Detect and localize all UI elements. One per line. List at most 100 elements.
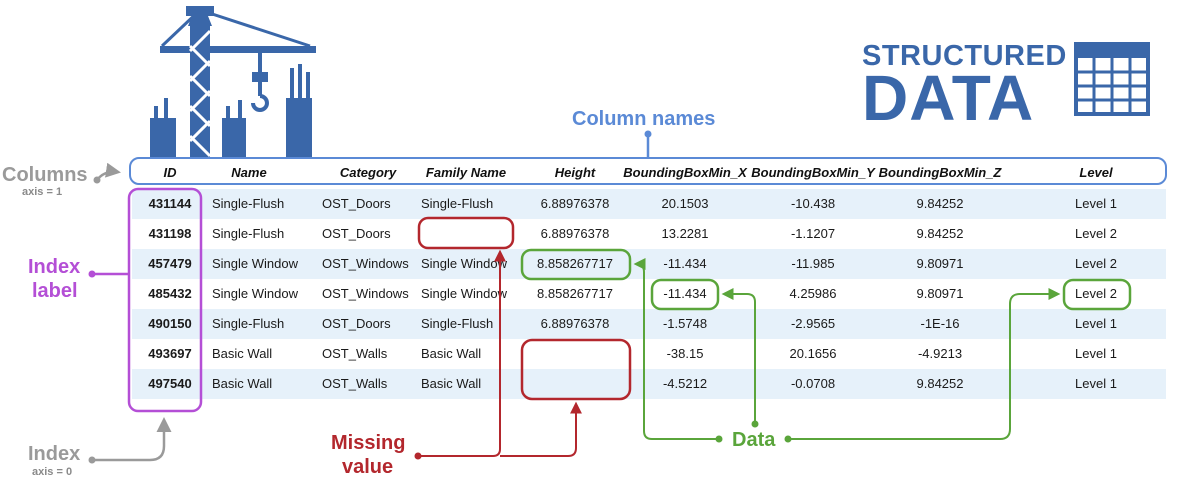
data-arrow-bbox-x — [721, 288, 756, 424]
table-row: 431144 Single-Flush OST_Doors Single-Flush 6… — [132, 189, 1166, 219]
cell-id: 490150 — [148, 316, 192, 331]
cell-level: Level 1 — [1075, 316, 1117, 331]
cell-bbox-min-z: -1E-16 — [920, 316, 960, 331]
column-header-id: ID — [163, 165, 177, 180]
column-header-family-name: Family Name — [425, 165, 507, 180]
index-label-line2: label — [32, 280, 78, 302]
column-header-bbox-min-z: BoundingBoxMin_Z — [878, 165, 1002, 180]
cell-level: Level 2 — [1075, 286, 1117, 301]
missing-height-outline — [520, 338, 632, 401]
cell-level: Level 2 — [1075, 256, 1117, 271]
data-bbox-x-outline — [650, 278, 720, 311]
cell-name: Basic Wall — [212, 346, 273, 361]
column-header-height: Height — [554, 165, 596, 180]
cell-name: Basic Wall — [212, 376, 273, 391]
cell-category: OST_Doors — [322, 316, 391, 331]
table-row: 431198 Single-Flush OST_Doors 6.88976378 13.… — [132, 219, 1166, 249]
cell-family-name: Basic Wall — [421, 346, 482, 361]
missing-arrow-family-name — [418, 249, 506, 457]
cell-bbox-min-x: -11.434 — [663, 256, 707, 271]
cell-bbox-min-z: 9.84252 — [916, 376, 964, 391]
cell-bbox-min-y: -2.9565 — [790, 316, 836, 331]
cell-family-name: Single-Flush — [421, 316, 494, 331]
index-column-outline — [127, 187, 203, 413]
cell-bbox-min-z: 9.84252 — [916, 196, 964, 211]
construction-crane-icon — [150, 6, 316, 158]
cell-height: 6.88976378 — [540, 226, 610, 241]
cell-height: 8.858267717 — [537, 256, 613, 271]
columns-axis-label: axis = 1 — [22, 186, 63, 198]
cell-id: 457479 — [148, 256, 192, 271]
column-header-outline — [129, 157, 1167, 185]
data-arrow-height — [633, 258, 719, 440]
cell-level: Level 2 — [1075, 226, 1117, 241]
index-label-line1: Index — [28, 256, 81, 278]
cell-height: 6.88976378 — [540, 196, 610, 211]
cell-bbox-min-z: 9.84252 — [916, 226, 964, 241]
missing-value-line2: value — [342, 456, 394, 478]
column-header-category: Category — [339, 165, 397, 180]
data-label: Data — [732, 429, 776, 451]
cell-id: 497540 — [148, 376, 192, 391]
cell-bbox-min-y: -1.1207 — [790, 226, 836, 241]
cell-bbox-min-y: -11.985 — [791, 256, 835, 271]
brand-title-top: STRUCTURED — [862, 40, 1067, 72]
cell-name: Single Window — [212, 256, 298, 271]
brand-title-bottom: DATA — [862, 62, 1035, 134]
column-names-label: Column names — [572, 108, 716, 130]
cell-id: 493697 — [148, 346, 192, 361]
cell-category: OST_Windows — [322, 286, 409, 301]
cell-bbox-min-y: -10.438 — [790, 196, 836, 211]
cell-bbox-min-z: 9.80971 — [916, 286, 964, 301]
table-row: 485432 Single Window OST_Windows Single Win… — [132, 279, 1166, 309]
columns-label: Columns — [2, 164, 88, 186]
cell-bbox-min-y: 20.1656 — [789, 346, 837, 361]
column-header-bbox-min-y: BoundingBoxMin_Y — [751, 165, 875, 180]
cell-category: OST_Walls — [322, 376, 388, 391]
missing-arrow-height — [500, 401, 582, 457]
cell-bbox-min-x: -4.5212 — [662, 376, 708, 391]
data-arrow-level — [788, 288, 1061, 440]
cell-height: 8.858267717 — [537, 286, 613, 301]
cell-height: 6.88976378 — [540, 316, 610, 331]
cell-id: 431144 — [148, 196, 192, 211]
table-row: 493697 Basic Wall OST_Walls Basic Wall -38.1… — [132, 339, 1166, 369]
columns-arrow — [96, 162, 121, 181]
cell-bbox-min-y: 4.25986 — [789, 286, 837, 301]
cell-level: Level 1 — [1075, 376, 1117, 391]
data-height-outline — [520, 248, 632, 281]
cell-family-name: Single Window — [421, 286, 507, 301]
cell-category: OST_Doors — [322, 196, 391, 211]
cell-bbox-min-x: 13.2281 — [661, 226, 709, 241]
cell-bbox-min-y: -0.0708 — [790, 376, 836, 391]
data-level-outline — [1062, 278, 1132, 311]
missing-value-line1: Missing — [331, 432, 406, 454]
cell-category: OST_Doors — [322, 226, 391, 241]
table-row: 490150 Single-Flush OST_Doors Single-Flush 6… — [132, 309, 1166, 339]
structured-data-brand: STRUCTURED DATA — [862, 40, 1162, 130]
cell-family-name: Basic Wall — [421, 376, 482, 391]
cell-category: OST_Walls — [322, 346, 388, 361]
cell-name: Single-Flush — [212, 196, 285, 211]
column-header-name: Name — [231, 165, 267, 180]
cell-level: Level 1 — [1075, 196, 1117, 211]
column-header-bbox-min-x: BoundingBoxMin_X — [623, 165, 747, 180]
cell-bbox-min-x: -38.15 — [666, 346, 704, 361]
cell-name: Single Window — [212, 286, 298, 301]
cell-bbox-min-x: -1.5748 — [662, 316, 708, 331]
missing-family-name-outline — [417, 216, 515, 250]
index-axis-label: axis = 0 — [32, 466, 73, 478]
cell-family-name: Single-Flush — [421, 196, 494, 211]
cell-bbox-min-z: -4.9213 — [917, 346, 963, 361]
table-row: 497540 Basic Wall OST_Walls Basic Wall -4.52… — [132, 369, 1166, 399]
cell-level: Level 1 — [1075, 346, 1117, 361]
cell-bbox-min-x: 20.1503 — [661, 196, 709, 211]
cell-bbox-min-z: 9.80971 — [916, 256, 964, 271]
cell-id: 485432 — [148, 286, 192, 301]
cell-id: 431198 — [148, 226, 192, 241]
table-row: 457479 Single Window OST_Windows Single Win… — [132, 249, 1166, 279]
index-arrow — [92, 417, 172, 462]
table-grid-icon — [1074, 42, 1150, 116]
cell-category: OST_Windows — [322, 256, 409, 271]
